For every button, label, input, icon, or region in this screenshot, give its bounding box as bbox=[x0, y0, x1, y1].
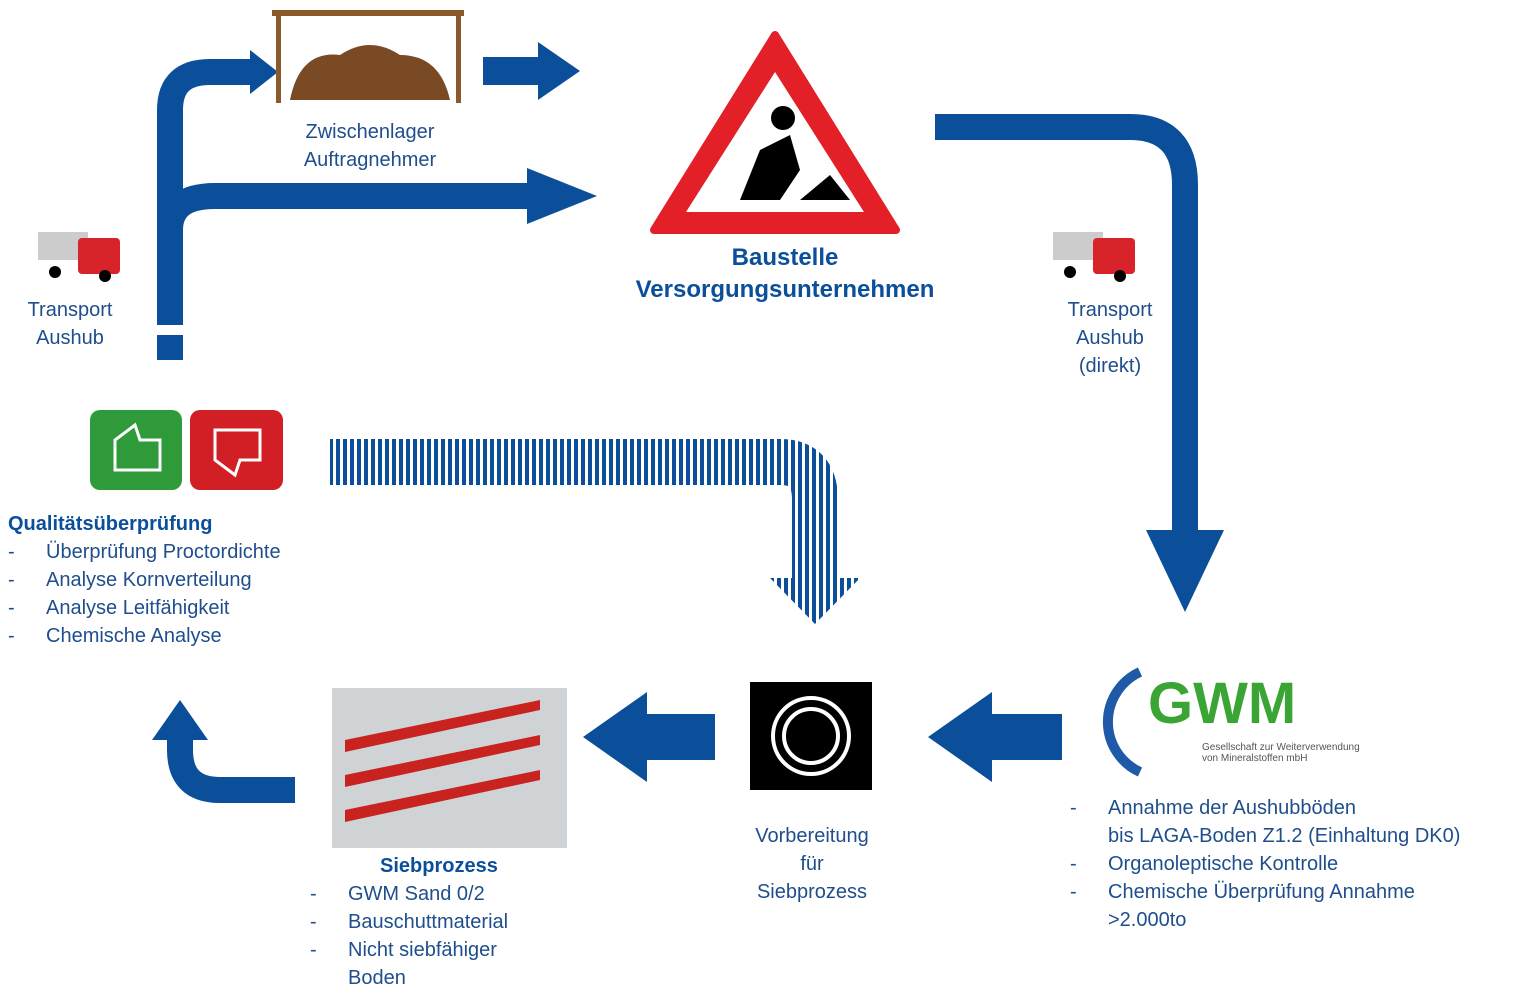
thumb-icons bbox=[90, 410, 283, 490]
text: bis LAGA-Boden Z1.2 (Einhaltung DK0) bbox=[1108, 825, 1460, 847]
sieve-block: Siebprozess - GWM Sand 0/2 - Bauschuttmate… bbox=[310, 852, 508, 992]
text: - bbox=[310, 936, 317, 964]
text: Nicht siebfähiger bbox=[348, 939, 497, 961]
text: für bbox=[722, 850, 902, 878]
text: Vorbereitung bbox=[722, 822, 902, 850]
page: ZwischenlagerAuftragnehmer BaustelleVers… bbox=[0, 0, 1538, 992]
quality-block: Qualitätsüberprüfung - Überprüfung Procto… bbox=[8, 510, 281, 650]
text: Analyse Kornverteilung bbox=[46, 569, 252, 591]
text: Aushub bbox=[1050, 324, 1170, 352]
text: Siebprozess bbox=[310, 852, 508, 880]
text: >2.000to bbox=[1108, 909, 1186, 931]
text: Aushub bbox=[10, 324, 130, 352]
text: Transport bbox=[1050, 296, 1170, 324]
text: Boden bbox=[348, 967, 406, 989]
text: - bbox=[310, 880, 317, 908]
text: Versorgungsunternehmen bbox=[580, 274, 990, 306]
sieve-image bbox=[332, 688, 567, 848]
text: Organoleptische Kontrolle bbox=[1108, 853, 1338, 875]
preparation-icon bbox=[750, 682, 872, 790]
text: Siebprozess bbox=[722, 878, 902, 906]
gwm-logo bbox=[1108, 672, 1140, 772]
text: Chemische Analyse bbox=[46, 625, 222, 647]
site-icon bbox=[654, 35, 896, 230]
text: - bbox=[310, 908, 317, 936]
text: Bauschuttmaterial bbox=[348, 911, 508, 933]
text: - bbox=[8, 594, 15, 622]
text: Überprüfung Proctordichte bbox=[46, 541, 281, 563]
text: Zwischenlager bbox=[280, 118, 460, 146]
text: von Mineralstoffen mbH bbox=[1202, 753, 1360, 764]
arrow-head bbox=[770, 578, 860, 624]
text: - bbox=[8, 622, 15, 650]
text: Qualitätsüberprüfung bbox=[8, 510, 281, 538]
text: - bbox=[1070, 850, 1077, 878]
text: Gesellschaft zur Weiterverwendung bbox=[1202, 742, 1360, 753]
storage-icon bbox=[272, 10, 464, 103]
text: - bbox=[8, 566, 15, 594]
text: Annahme der Aushubböden bbox=[1108, 797, 1356, 819]
text: Analyse Leitfähigkeit bbox=[46, 597, 229, 619]
text: - bbox=[8, 538, 15, 566]
gwm-list: - Annahme der Aushubböden bis LAGA-Boden Z… bbox=[1070, 794, 1460, 934]
text: GWM Sand 0/2 bbox=[348, 883, 485, 905]
arrows bbox=[170, 72, 1185, 790]
text: - bbox=[1070, 878, 1077, 906]
gwm-logo-text: GWM bbox=[1148, 672, 1296, 736]
text: - bbox=[1070, 794, 1077, 822]
text: Baustelle bbox=[580, 242, 990, 274]
text: Transport bbox=[10, 296, 130, 324]
text: Chemische Überprüfung Annahme bbox=[1108, 881, 1415, 903]
text: Auftragnehmer bbox=[280, 146, 460, 174]
text: (direkt) bbox=[1050, 352, 1170, 380]
